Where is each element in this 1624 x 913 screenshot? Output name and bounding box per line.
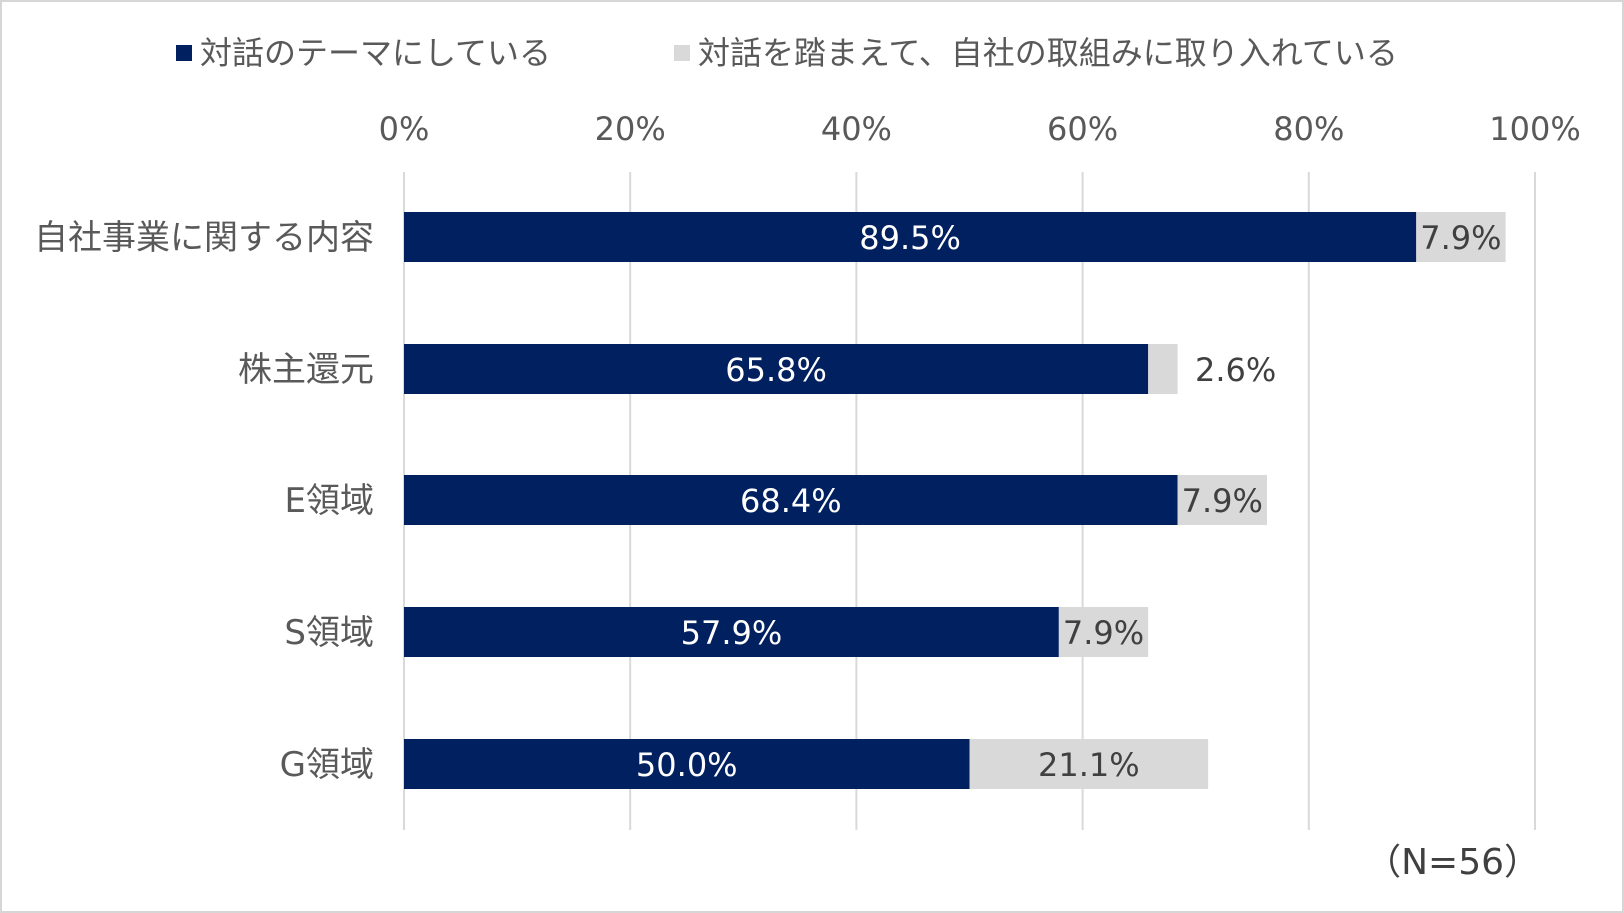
bar-adopted bbox=[1416, 212, 1506, 262]
data-label-adopted: 7.9% bbox=[1420, 219, 1501, 257]
bar-theme bbox=[404, 607, 1059, 657]
data-label-theme: 89.5% bbox=[859, 219, 961, 257]
x-tick-label: 60% bbox=[1047, 110, 1118, 148]
bar-theme bbox=[404, 212, 1417, 262]
data-label-adopted: 7.9% bbox=[1182, 482, 1263, 520]
x-tick-label: 80% bbox=[1273, 110, 1344, 148]
category-label: E領域 bbox=[285, 481, 374, 521]
bar-adopted bbox=[1058, 607, 1149, 657]
category-label: S領域 bbox=[284, 613, 374, 653]
bar-adopted bbox=[969, 739, 1209, 789]
legend-label-theme: 対話のテーマにしている bbox=[200, 34, 551, 72]
x-tick-label: 100% bbox=[1489, 110, 1580, 148]
bar-adopted bbox=[1177, 475, 1267, 525]
category-label: 株主還元 bbox=[238, 350, 374, 390]
data-label-theme: 68.4% bbox=[740, 482, 842, 520]
category-label: G領域 bbox=[280, 745, 374, 785]
bar-theme bbox=[404, 475, 1178, 525]
data-label-adopted: 7.9% bbox=[1063, 614, 1144, 652]
sample-size-note: （N=56） bbox=[1365, 842, 1540, 883]
legend-swatch-adopted bbox=[674, 45, 690, 61]
x-tick-label: 0% bbox=[379, 110, 430, 148]
x-tick-label: 20% bbox=[595, 110, 666, 148]
legend-label-adopted: 対話を踏まえて、自社の取組みに取り入れている bbox=[698, 34, 1398, 72]
data-label-adopted: 2.6% bbox=[1195, 351, 1276, 389]
bar-adopted bbox=[1148, 344, 1178, 394]
bar-theme bbox=[404, 344, 1149, 394]
data-label-adopted: 21.1% bbox=[1038, 746, 1140, 784]
data-label-theme: 50.0% bbox=[636, 746, 738, 784]
bar-theme bbox=[404, 739, 970, 789]
data-label-theme: 57.9% bbox=[681, 614, 783, 652]
category-label: 自社事業に関する内容 bbox=[34, 218, 374, 258]
data-label-theme: 65.8% bbox=[725, 351, 827, 389]
x-tick-label: 40% bbox=[821, 110, 892, 148]
legend-swatch-theme bbox=[176, 45, 192, 61]
